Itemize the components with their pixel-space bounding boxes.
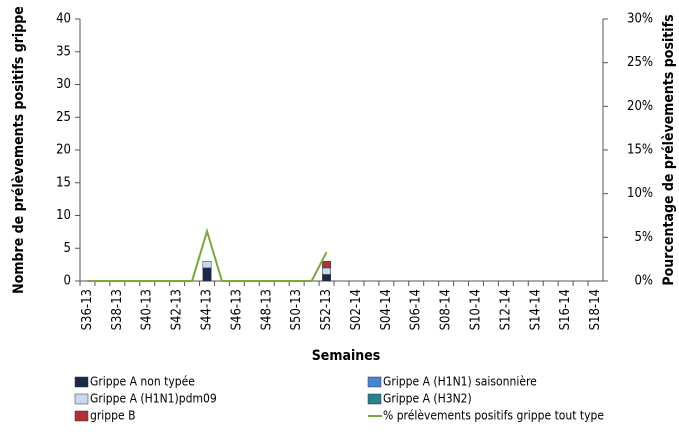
- y-tick-label: 5: [64, 241, 71, 256]
- x-tick-label: S18-14: [588, 289, 603, 330]
- y2-tick-label: 30%: [627, 12, 653, 27]
- legend-swatch: [74, 376, 89, 388]
- y-axis-title: Nombre de prélèvements positifs grippe: [11, 6, 27, 294]
- x-tick-label: S08-14: [439, 289, 454, 330]
- x-tick-label: S38-13: [110, 289, 125, 330]
- bar: [322, 267, 331, 275]
- y-tick-label: 20: [56, 143, 71, 158]
- y2-tick-label: 25%: [627, 55, 653, 70]
- y-tick-label: 25: [56, 110, 71, 125]
- legend-swatch: [367, 376, 382, 388]
- bar: [202, 267, 212, 282]
- y-tick-label: 35: [56, 44, 71, 59]
- legend-label: Grippe A non typée: [90, 375, 195, 389]
- x-tick-label: S46-13: [229, 289, 244, 330]
- x-axis-title: Semaines: [312, 348, 381, 364]
- y-tick-label: 10: [56, 208, 71, 223]
- x-tick-label: S42-13: [170, 289, 185, 330]
- x-tick-label: S10-14: [468, 289, 483, 330]
- y-tick-label: 40: [56, 12, 71, 27]
- y2-tick-label: 15%: [627, 143, 653, 158]
- legend-swatch: [74, 393, 89, 405]
- legend-label: Grippe A (H1N1) saisonnière: [383, 375, 537, 389]
- legend-swatch: [74, 410, 89, 422]
- x-tick-label: S36-13: [80, 289, 95, 330]
- x-tick-label: S48-13: [259, 289, 274, 330]
- bar: [202, 261, 212, 269]
- legend-label: grippe B: [90, 409, 135, 423]
- bar: [322, 274, 331, 282]
- y2-tick-label: 5%: [634, 230, 653, 245]
- x-tick-label: S06-14: [409, 289, 424, 330]
- x-tick-label: S44-13: [200, 289, 215, 330]
- legend-label: Grippe A (H3N2): [383, 392, 472, 406]
- x-tick-label: S40-13: [140, 289, 155, 330]
- y2-tick-label: 0%: [634, 274, 653, 289]
- line: [87, 227, 328, 282]
- x-tick-label: S04-14: [379, 289, 394, 330]
- y2-axis-title: Pourcentage de prélèvements positifs: [661, 14, 677, 285]
- bar: [322, 261, 331, 269]
- legend-label: % prélèvements positifs grippe tout type: [383, 409, 604, 423]
- x-tick-label: S52-13: [319, 289, 334, 330]
- y2-tick-label: 20%: [627, 99, 653, 114]
- y-tick-label: 0: [64, 274, 71, 289]
- legend-label: Grippe A (H1N1)pdm09: [90, 392, 217, 406]
- y-tick-label: 15: [56, 175, 71, 190]
- legend-swatch: [367, 393, 382, 405]
- x-tick-label: S14-14: [528, 289, 543, 330]
- x-tick-label: S02-14: [349, 289, 364, 330]
- y2-tick-label: 10%: [627, 186, 653, 201]
- x-tick-label: S50-13: [289, 289, 304, 330]
- y-tick-label: 30: [56, 77, 71, 92]
- x-tick-label: S12-14: [498, 289, 513, 330]
- x-tick-label: S16-14: [558, 289, 573, 330]
